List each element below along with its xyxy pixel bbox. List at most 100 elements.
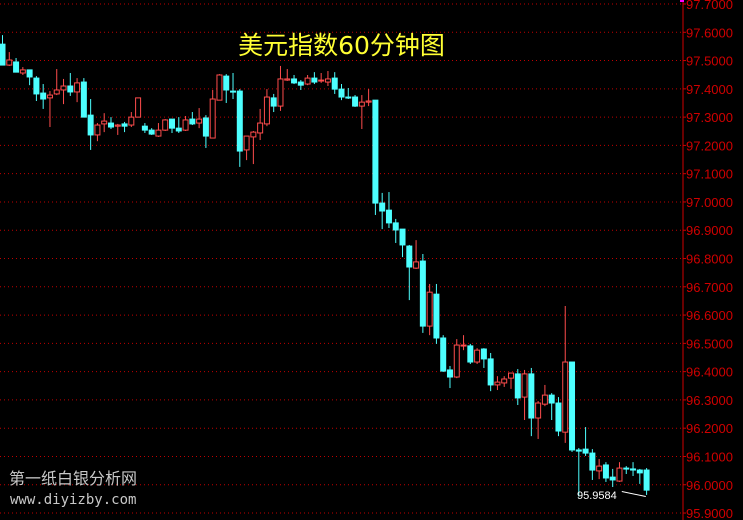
candle-up <box>19 67 26 75</box>
candle-down <box>467 343 474 365</box>
candle-body <box>630 468 637 471</box>
y-tick-label: 97.7000 <box>686 0 733 12</box>
candle-body <box>589 452 596 471</box>
current-price-marker <box>680 0 684 2</box>
candle-body <box>365 100 372 103</box>
candle-down <box>446 365 453 389</box>
candle-body <box>623 467 630 470</box>
candle-up <box>250 130 257 165</box>
candle-up <box>196 108 203 129</box>
candle-up <box>277 65 284 111</box>
candle-up <box>616 462 623 482</box>
candle-body <box>74 82 81 93</box>
candle-body <box>358 101 365 107</box>
candle-body <box>453 344 460 378</box>
candle-body <box>521 373 528 398</box>
candle-body <box>304 77 311 85</box>
candle-body <box>121 123 128 127</box>
y-tick-label: 96.0000 <box>686 478 733 493</box>
low-pointer-line <box>621 491 646 498</box>
y-tick-label: 97.0000 <box>686 195 733 210</box>
candle-up <box>596 459 603 480</box>
candle-body <box>114 124 121 127</box>
y-tick-label: 96.5000 <box>686 336 733 351</box>
candle-up <box>501 376 508 387</box>
candle-body <box>230 90 237 93</box>
candle-up <box>74 78 81 103</box>
y-tick-label: 97.1000 <box>686 167 733 182</box>
candle-up <box>304 74 311 86</box>
candle-body <box>60 85 67 91</box>
candle-down <box>40 84 47 109</box>
candle-body <box>528 373 535 419</box>
candle-body <box>80 81 87 118</box>
candle-up <box>60 78 67 105</box>
candle-body <box>548 394 555 404</box>
candle-body <box>169 118 175 129</box>
candle-body <box>602 464 609 479</box>
candle-body <box>243 135 250 151</box>
candle-body <box>446 369 453 378</box>
candle-down <box>582 427 589 456</box>
candle-body <box>13 61 20 73</box>
watermark-url: www.diyizby.com <box>10 492 137 508</box>
candle-body <box>514 373 521 399</box>
candle-body <box>53 89 60 95</box>
candle-body <box>331 77 338 90</box>
candle-down <box>589 449 596 480</box>
y-tick-label: 96.4000 <box>686 365 733 380</box>
candle-body <box>0 43 6 66</box>
candle-body <box>413 261 420 269</box>
candle-body <box>480 348 487 360</box>
candle-body <box>318 79 325 82</box>
candle-body <box>419 260 426 327</box>
candle-body <box>141 125 148 131</box>
candle-body <box>284 78 291 81</box>
candle-body <box>541 394 548 405</box>
candle-down <box>202 115 209 148</box>
candle-body <box>399 228 406 246</box>
candle-down <box>331 72 338 94</box>
candle-down <box>392 218 399 243</box>
candle-body <box>216 74 223 101</box>
candle-down <box>352 95 359 107</box>
candle-down <box>372 99 379 215</box>
candle-body <box>501 378 508 384</box>
candle-up <box>453 339 460 379</box>
candle-up <box>53 69 60 96</box>
candle-down <box>555 397 562 437</box>
candle-down <box>569 361 576 452</box>
candle-down <box>141 123 148 133</box>
candle-body <box>575 449 582 452</box>
candle-up <box>209 89 216 139</box>
candle-up <box>101 113 108 133</box>
candle-body <box>406 245 413 268</box>
candle-body <box>291 78 298 84</box>
candle-up <box>318 73 325 83</box>
y-tick-label: 96.7000 <box>686 280 733 295</box>
candle-body <box>155 129 162 137</box>
candle-up <box>508 372 514 389</box>
candle-down <box>236 89 243 167</box>
candle-body <box>182 119 189 131</box>
candle-up <box>263 89 270 127</box>
y-tick-label: 96.1000 <box>686 449 733 464</box>
candle-up <box>358 95 365 129</box>
candle-down <box>419 253 426 333</box>
candle-up <box>284 69 291 81</box>
candle-down <box>121 121 128 133</box>
y-tick-label: 97.2000 <box>686 138 733 153</box>
candle-body <box>433 293 440 339</box>
candle-body <box>263 96 270 125</box>
candle-body <box>535 402 542 419</box>
candle-up <box>562 306 569 443</box>
candle-down <box>189 112 196 126</box>
candle-down <box>67 73 74 96</box>
candle-up <box>413 240 420 269</box>
candle-body <box>46 94 53 99</box>
candle-up <box>460 335 467 351</box>
candle-up <box>114 123 121 135</box>
low-price-label: 95.9584 <box>577 490 617 502</box>
y-tick-label: 97.4000 <box>686 82 733 97</box>
